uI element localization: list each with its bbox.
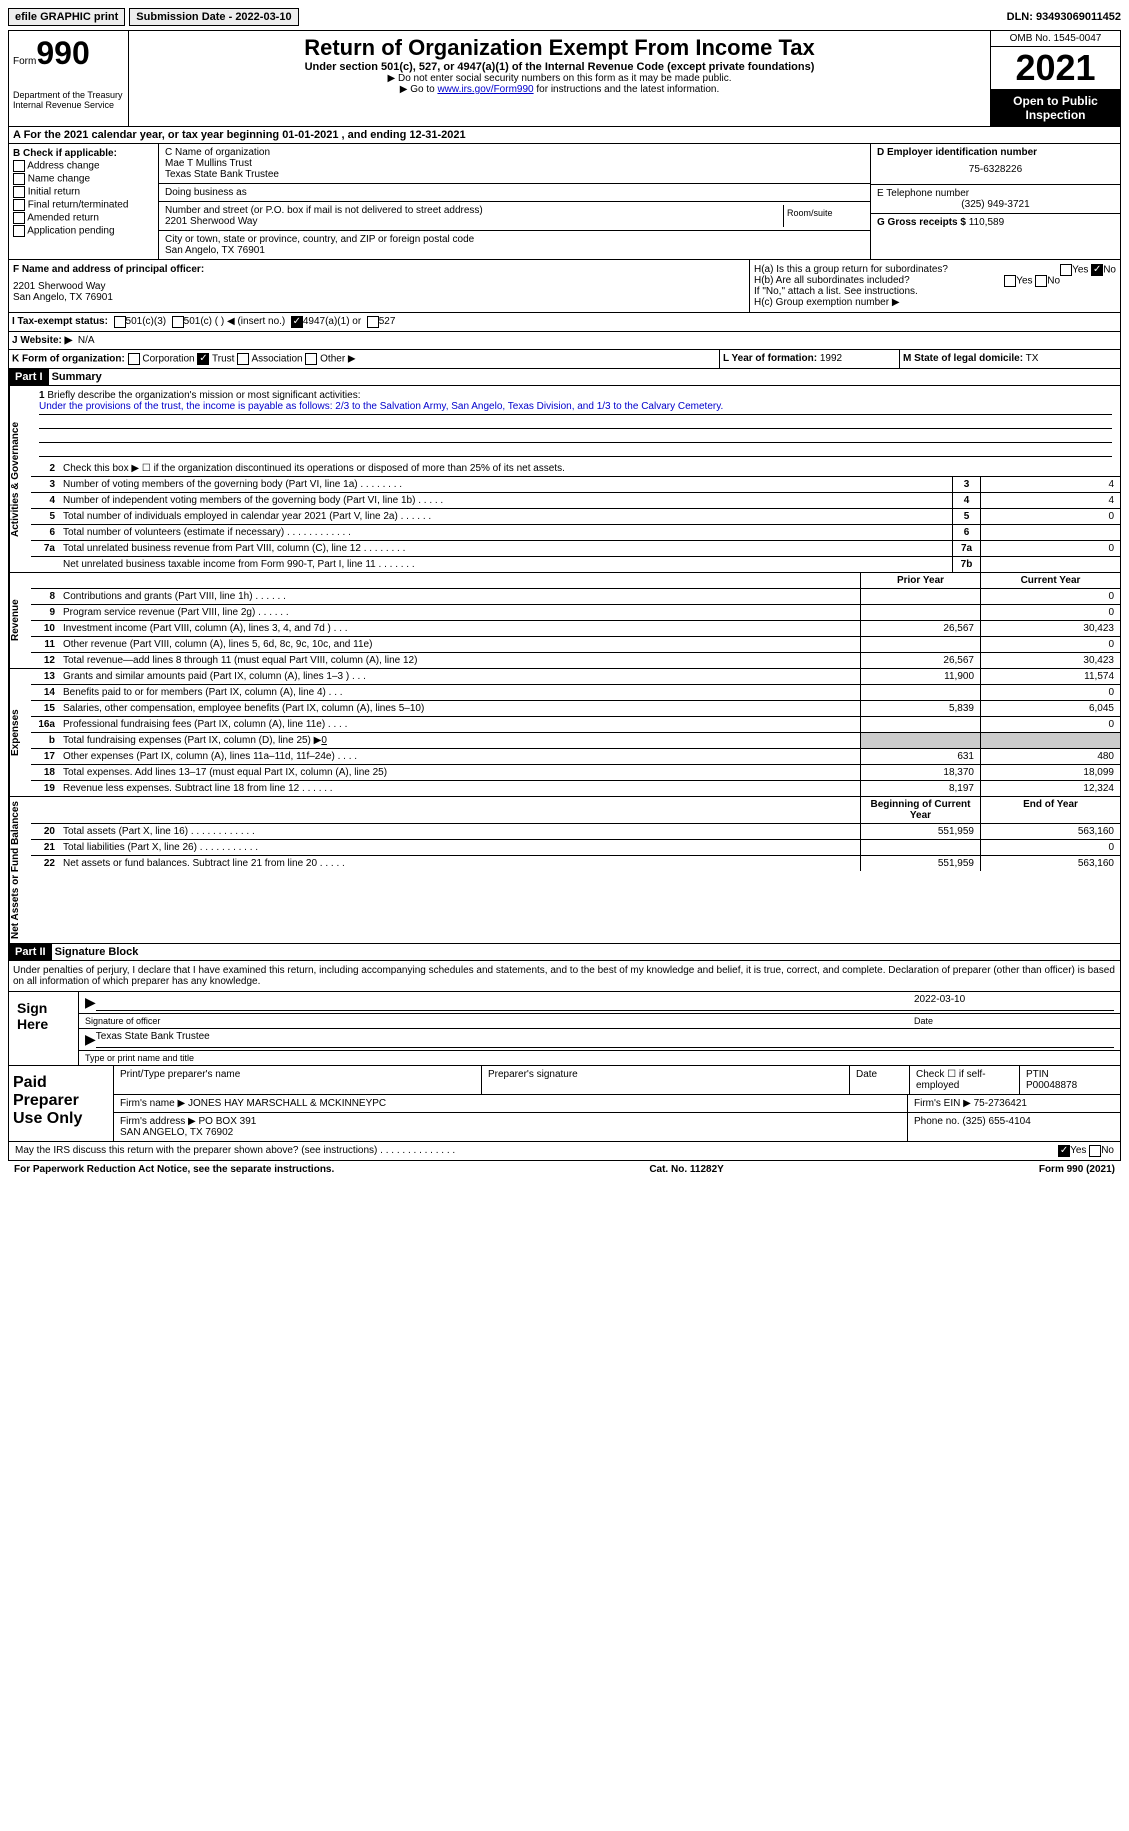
- chk-ha-yes[interactable]: [1060, 264, 1072, 276]
- vtab-expenses: Expenses: [9, 669, 31, 796]
- chk-final[interactable]: [13, 199, 25, 211]
- section-h: H(a) Is this a group return for subordin…: [750, 260, 1120, 312]
- part2-tag: Part II: [9, 944, 52, 960]
- form-title: Return of Organization Exempt From Incom…: [133, 35, 986, 61]
- dept-label: Department of the Treasury Internal Reve…: [13, 90, 124, 110]
- room-suite-label: Room/suite: [784, 205, 864, 227]
- chk-527[interactable]: [367, 316, 379, 328]
- ptin: P00048878: [1026, 1080, 1077, 1091]
- open-inspection: Open to Public Inspection: [991, 90, 1120, 126]
- vtab-revenue: Revenue: [9, 573, 31, 668]
- row-m: M State of legal domicile: TX: [900, 350, 1120, 368]
- part1-tag: Part I: [9, 369, 49, 385]
- paperwork-notice: For Paperwork Reduction Act Notice, see …: [14, 1164, 334, 1175]
- dln: DLN: 93493069011452: [1007, 11, 1121, 23]
- val-4: 4: [980, 493, 1120, 508]
- form-number: 990: [36, 35, 89, 71]
- chk-address[interactable]: [13, 160, 25, 172]
- irs-link[interactable]: www.irs.gov/Form990: [437, 84, 533, 95]
- val-6: [980, 525, 1120, 540]
- val-5: 0: [980, 509, 1120, 524]
- part1-title: Summary: [52, 371, 102, 383]
- firm-name: JONES HAY MARSCHALL & MCKINNEYPC: [188, 1098, 386, 1109]
- val-3: 4: [980, 477, 1120, 492]
- penalty-text: Under penalties of perjury, I declare th…: [8, 961, 1121, 992]
- note-link: ▶ Go to www.irs.gov/Form990 for instruct…: [133, 84, 986, 95]
- val-7a: 0: [980, 541, 1120, 556]
- chk-other[interactable]: [305, 353, 317, 365]
- ein: 75-6328226: [877, 158, 1114, 181]
- street: 2201 Sherwood Way: [165, 216, 783, 227]
- row-k: K Form of organization: Corporation ✓ Tr…: [9, 350, 720, 368]
- section-d: D Employer identification number75-63282…: [870, 144, 1120, 259]
- chk-corp[interactable]: [128, 353, 140, 365]
- chk-pending[interactable]: [13, 225, 25, 237]
- chk-4947[interactable]: ✓: [291, 316, 303, 328]
- form-subtitle: Under section 501(c), 527, or 4947(a)(1)…: [133, 61, 986, 73]
- paid-preparer-label: Paid Preparer Use Only: [9, 1066, 114, 1141]
- city: San Angelo, TX 76901: [165, 245, 864, 256]
- gross-receipts: 110,589: [969, 217, 1004, 228]
- form-header: Form990 Department of the Treasury Inter…: [8, 30, 1121, 127]
- vtab-netassets: Net Assets or Fund Balances: [9, 797, 31, 943]
- firm-ein: 75-2736421: [974, 1098, 1027, 1109]
- vtab-governance: Activities & Governance: [9, 386, 31, 572]
- sign-here-label: Sign Here: [9, 992, 79, 1065]
- efile-button[interactable]: efile GRAPHIC print: [8, 8, 125, 26]
- chk-hb-no[interactable]: [1035, 275, 1047, 287]
- cat-no: Cat. No. 11282Y: [649, 1164, 723, 1175]
- officer-addr: 2201 Sherwood Way San Angelo, TX 76901: [13, 281, 745, 303]
- chk-discuss-no[interactable]: [1089, 1145, 1101, 1157]
- chk-assoc[interactable]: [237, 353, 249, 365]
- section-c: C Name of organizationMae T Mullins Trus…: [159, 144, 870, 259]
- chk-501c[interactable]: [172, 316, 184, 328]
- row-j: J Website: ▶ N/A: [8, 332, 1121, 350]
- chk-discuss-yes[interactable]: ✓: [1058, 1145, 1070, 1157]
- section-f: F Name and address of principal officer:…: [9, 260, 750, 312]
- line-a: A For the 2021 calendar year, or tax yea…: [8, 127, 1121, 144]
- submission-date: Submission Date - 2022-03-10: [129, 8, 298, 26]
- val-7b: [980, 557, 1120, 572]
- row-i: I Tax-exempt status: 501(c)(3) 501(c) ( …: [8, 313, 1121, 332]
- form-ref: Form 990 (2021): [1039, 1164, 1115, 1175]
- firm-phone: (325) 655-4104: [962, 1116, 1030, 1127]
- website: N/A: [78, 335, 95, 346]
- chk-501c3[interactable]: [114, 316, 126, 328]
- chk-hb-yes[interactable]: [1004, 275, 1016, 287]
- sig-date: 2022-03-10: [914, 994, 1114, 1011]
- chk-ha-no[interactable]: ✓: [1091, 264, 1103, 276]
- part2-title: Signature Block: [55, 946, 139, 958]
- note-ssn: ▶ Do not enter social security numbers o…: [133, 73, 986, 84]
- mission-text: Under the provisions of the trust, the i…: [39, 401, 1112, 415]
- row-l: L Year of formation: 1992: [720, 350, 900, 368]
- chk-name[interactable]: [13, 173, 25, 185]
- section-b: B Check if applicable: Address change Na…: [9, 144, 159, 259]
- chk-trust[interactable]: ✓: [197, 353, 209, 365]
- discuss-row: May the IRS discuss this return with the…: [8, 1142, 1121, 1161]
- chk-amended[interactable]: [13, 212, 25, 224]
- tax-year: 2021: [991, 47, 1120, 90]
- chk-initial[interactable]: [13, 186, 25, 198]
- officer-name: Texas State Bank Trustee: [96, 1031, 1114, 1048]
- omb-number: OMB No. 1545-0047: [991, 31, 1120, 47]
- form-word: Form: [13, 56, 36, 67]
- org-name: Mae T Mullins Trust Texas State Bank Tru…: [165, 158, 864, 180]
- top-toolbar: efile GRAPHIC print Submission Date - 20…: [8, 8, 1121, 26]
- phone: (325) 949-3721: [877, 199, 1114, 210]
